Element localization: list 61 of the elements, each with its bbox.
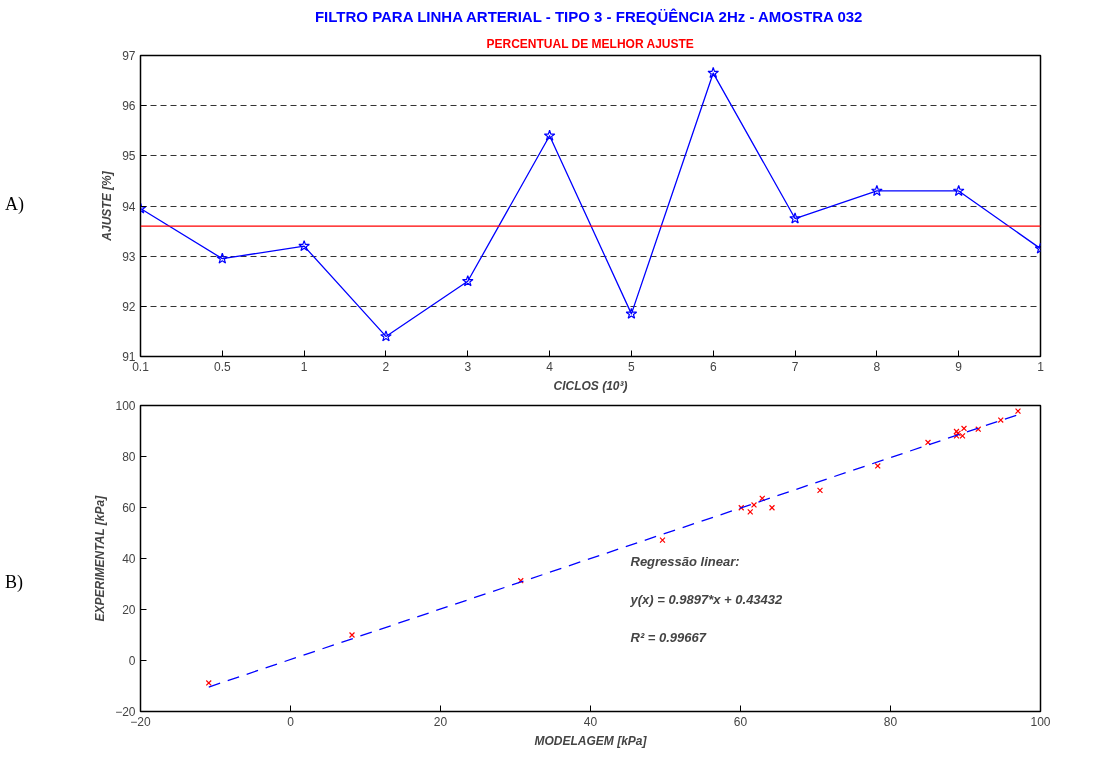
x-tick-label: 3 (464, 359, 472, 374)
point (543, 129, 556, 141)
point (1014, 408, 1022, 415)
text: A) (5, 193, 24, 216)
point (871, 184, 883, 196)
annotation: Regressão linear: (630, 554, 740, 569)
y-tick-label: 80 (122, 450, 136, 464)
y-tick-label: 0 (128, 654, 136, 668)
y-tick-label: 40 (122, 552, 136, 566)
x-tick-label: 0.5 (213, 359, 231, 374)
y-tick-label: 92 (122, 299, 136, 314)
y-tick-label: 93 (122, 249, 136, 264)
x-tick-label: 60 (733, 714, 748, 729)
y-axis-title: AJUSTE [%] (100, 170, 115, 242)
x-tick-label: 9 (955, 359, 963, 374)
point (997, 416, 1004, 424)
y-tick-label: 91 (122, 350, 136, 364)
y-tick-label: 60 (122, 501, 136, 515)
y-tick-label: −20 (115, 705, 136, 719)
x-tick-label: 6 (709, 359, 717, 374)
y-axis-title: EXPERIMENTAL [kPa] (93, 494, 108, 622)
x-tick-label: 8 (873, 359, 881, 374)
point (461, 275, 474, 287)
point (924, 439, 932, 446)
y-tick-label: 100 (115, 399, 136, 413)
y-tick-label: 97 (122, 49, 136, 63)
x-tick-label: 1 (300, 359, 308, 374)
point (952, 184, 965, 196)
text: B) (5, 571, 23, 594)
point (789, 212, 801, 224)
point (298, 240, 310, 252)
point (960, 425, 968, 432)
x-tick-label: 20 (433, 714, 448, 729)
chart-title: FILTRO PARA LINHA ARTERIAL - TIPO 3 - FREQÜÊNCIA 2Hz - AMOSTRA 032 (314, 7, 863, 25)
x-tick-label: 80 (883, 714, 898, 729)
point (205, 679, 212, 687)
x-tick-label: 40 (583, 714, 598, 729)
point (216, 252, 229, 264)
y-tick-label: 20 (122, 603, 136, 617)
annotation: y(x) = 0.9897*x + 0.43432 (629, 592, 784, 607)
x-tick-label: 5 (628, 359, 636, 374)
annotation: R² = 0.99667 (630, 630, 707, 645)
point (768, 504, 776, 511)
x-axis-title: MODELAGEM [kPa] (534, 733, 648, 748)
y-tick-label: 96 (122, 99, 136, 114)
y-tick-label: 95 (122, 149, 136, 164)
point (625, 307, 638, 319)
point (380, 330, 392, 342)
x-tick-label: 1 (1037, 359, 1045, 374)
chart-subtitle: PERCENTUAL DE MELHOR AJUSTE (486, 36, 694, 51)
x-tick-label: 4 (546, 359, 554, 374)
point (816, 487, 824, 494)
x-axis-title: CICLOS (10³) (553, 378, 628, 393)
x-tick-label: 100 (1030, 714, 1051, 729)
point (874, 462, 881, 470)
x-tick-label: 7 (791, 359, 799, 374)
point (659, 537, 666, 544)
x-tick-label: 2 (382, 359, 390, 374)
point (707, 66, 720, 79)
y-tick-label: 94 (122, 199, 136, 214)
x-tick-label: 0 (287, 714, 295, 729)
